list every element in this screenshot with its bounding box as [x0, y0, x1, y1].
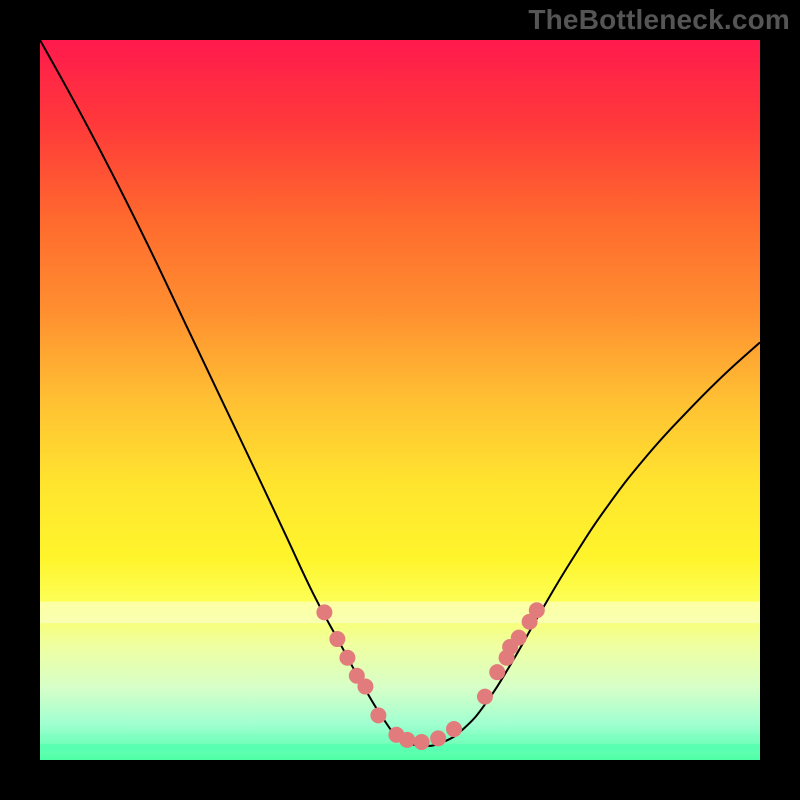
- watermark: TheBottleneck.com: [528, 4, 790, 36]
- data-marker: [339, 650, 355, 666]
- data-marker: [446, 721, 462, 737]
- data-marker: [511, 630, 527, 646]
- data-marker: [477, 689, 493, 705]
- data-marker: [357, 679, 373, 695]
- band: [40, 602, 760, 624]
- data-marker: [370, 707, 386, 723]
- data-marker: [529, 602, 545, 618]
- band: [40, 744, 760, 751]
- data-marker: [399, 732, 415, 748]
- data-marker: [329, 631, 345, 647]
- data-marker: [430, 730, 446, 746]
- plot-svg: [0, 0, 800, 800]
- data-marker: [489, 664, 505, 680]
- plot-background: [40, 40, 760, 760]
- data-marker: [316, 604, 332, 620]
- data-marker: [414, 734, 430, 750]
